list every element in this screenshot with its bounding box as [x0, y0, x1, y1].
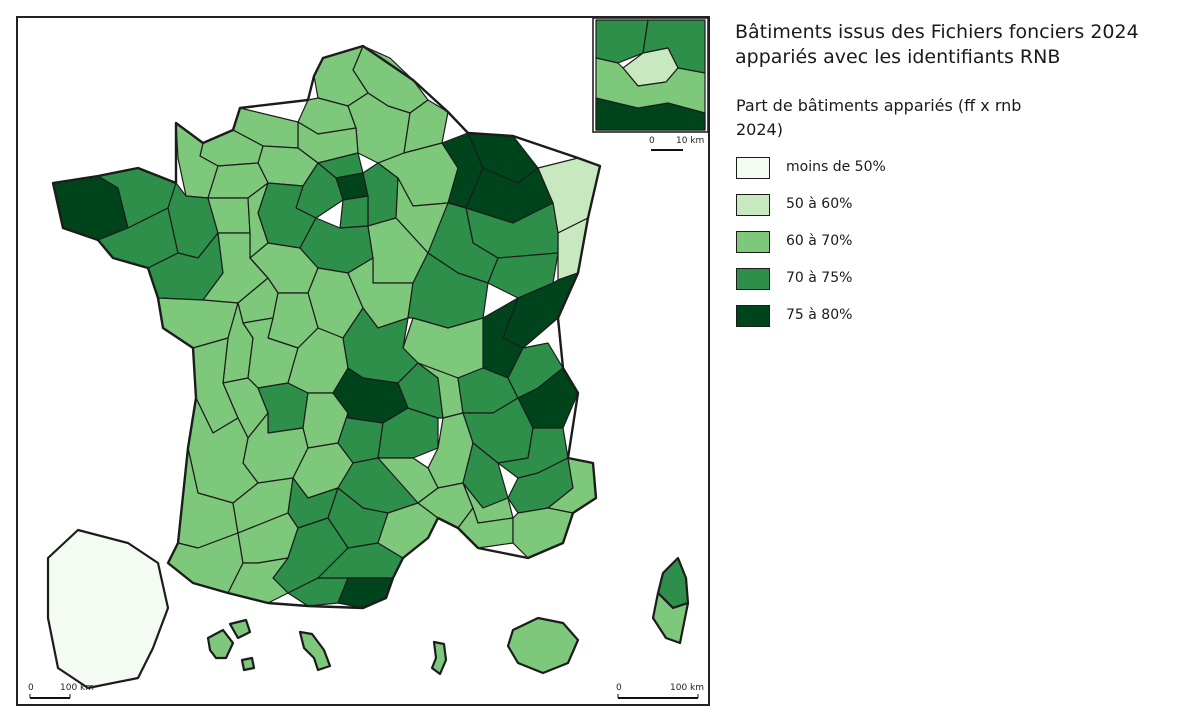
inset-val-de-marne-south[interactable] — [595, 97, 706, 131]
legend-label: 75 à 80% — [786, 307, 853, 323]
dept-pyrenees-orientales[interactable] — [337, 577, 394, 609]
martinique[interactable] — [298, 630, 332, 672]
legend-item: 50 à 60% — [736, 194, 1036, 231]
dept-essonne[interactable] — [339, 195, 369, 229]
scale-left-zero: 0 — [28, 683, 34, 693]
legend-item: 60 à 70% — [736, 231, 1036, 268]
la-reunion[interactable] — [506, 616, 580, 675]
map-title: Bâtiments issus des Fichiers fonciers 20… — [735, 21, 1139, 68]
inset-hauts-de-seine[interactable] — [595, 19, 649, 64]
marie-galante[interactable] — [240, 656, 256, 672]
scale-bar-inset: 0 10 km — [649, 136, 704, 151]
mayotte[interactable] — [430, 640, 448, 676]
france-outline — [51, 44, 602, 610]
map-frame: 0 100 km 0 100 km 0 10 km — [16, 16, 710, 706]
legend-swatch — [736, 305, 770, 327]
scale-bar-right: 0 100 km — [616, 683, 704, 699]
dept-ardennes[interactable] — [403, 99, 449, 154]
metropolitan-france — [52, 45, 601, 609]
legend-label: 50 à 60% — [786, 196, 853, 212]
dept-haute-saone[interactable] — [487, 252, 559, 299]
legend-swatch — [736, 268, 770, 290]
legend-swatch — [736, 157, 770, 179]
scale-inset-dist: 10 km — [676, 136, 704, 146]
scale-left-dist: 100 km — [60, 683, 94, 693]
corse-du-sud[interactable] — [651, 591, 690, 645]
legend-item: 70 à 75% — [736, 268, 1036, 305]
legend-swatch — [736, 231, 770, 253]
scale-right-dist: 100 km — [670, 683, 704, 693]
scale-inset-zero: 0 — [649, 136, 655, 146]
scale-bar-left: 0 100 km — [28, 683, 94, 699]
legend: moins de 50% 50 à 60% 60 à 70% 70 à 75% … — [736, 157, 1036, 342]
legend-item: 75 à 80% — [736, 305, 1036, 342]
dept-lozere[interactable] — [377, 457, 439, 504]
guadeloupe[interactable] — [206, 628, 235, 660]
legend-label: moins de 50% — [786, 159, 886, 175]
choropleth-map: 0 100 km 0 100 km 0 10 km — [28, 18, 708, 699]
guadeloupe-east[interactable] — [228, 618, 252, 640]
legend-label: 70 à 75% — [786, 270, 853, 286]
guyane[interactable] — [46, 528, 170, 690]
legend-title: Part de bâtiments appariés (ff x rnb 202… — [736, 96, 1022, 139]
scale-right-zero: 0 — [616, 683, 622, 693]
legend-label: 60 à 70% — [786, 233, 853, 249]
legend-item: moins de 50% — [736, 157, 1036, 194]
inset-paris — [592, 18, 708, 133]
legend-swatch — [736, 194, 770, 216]
